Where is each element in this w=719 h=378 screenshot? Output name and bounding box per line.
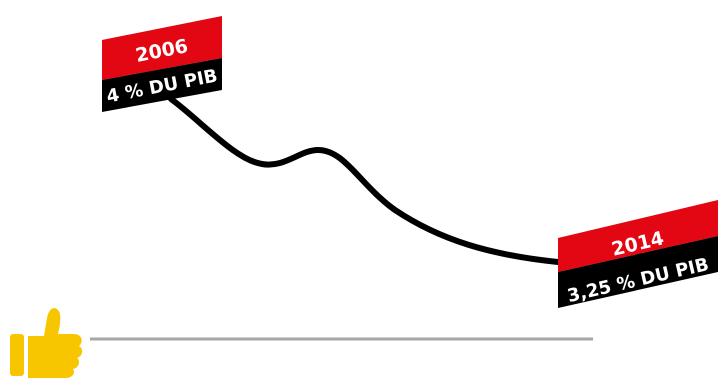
- tag-value-background: [558, 236, 718, 308]
- label-tag-2006: 2006 4 % DU PIB: [102, 16, 222, 112]
- tag-value-background: [102, 58, 222, 112]
- tag-year-background: [102, 16, 222, 80]
- thumbs-up-icon: [10, 308, 83, 378]
- trend-line: [168, 96, 561, 265]
- label-tag-2014: 2014 3,25 % DU PIB: [558, 200, 718, 308]
- tag-year-background: [558, 200, 718, 272]
